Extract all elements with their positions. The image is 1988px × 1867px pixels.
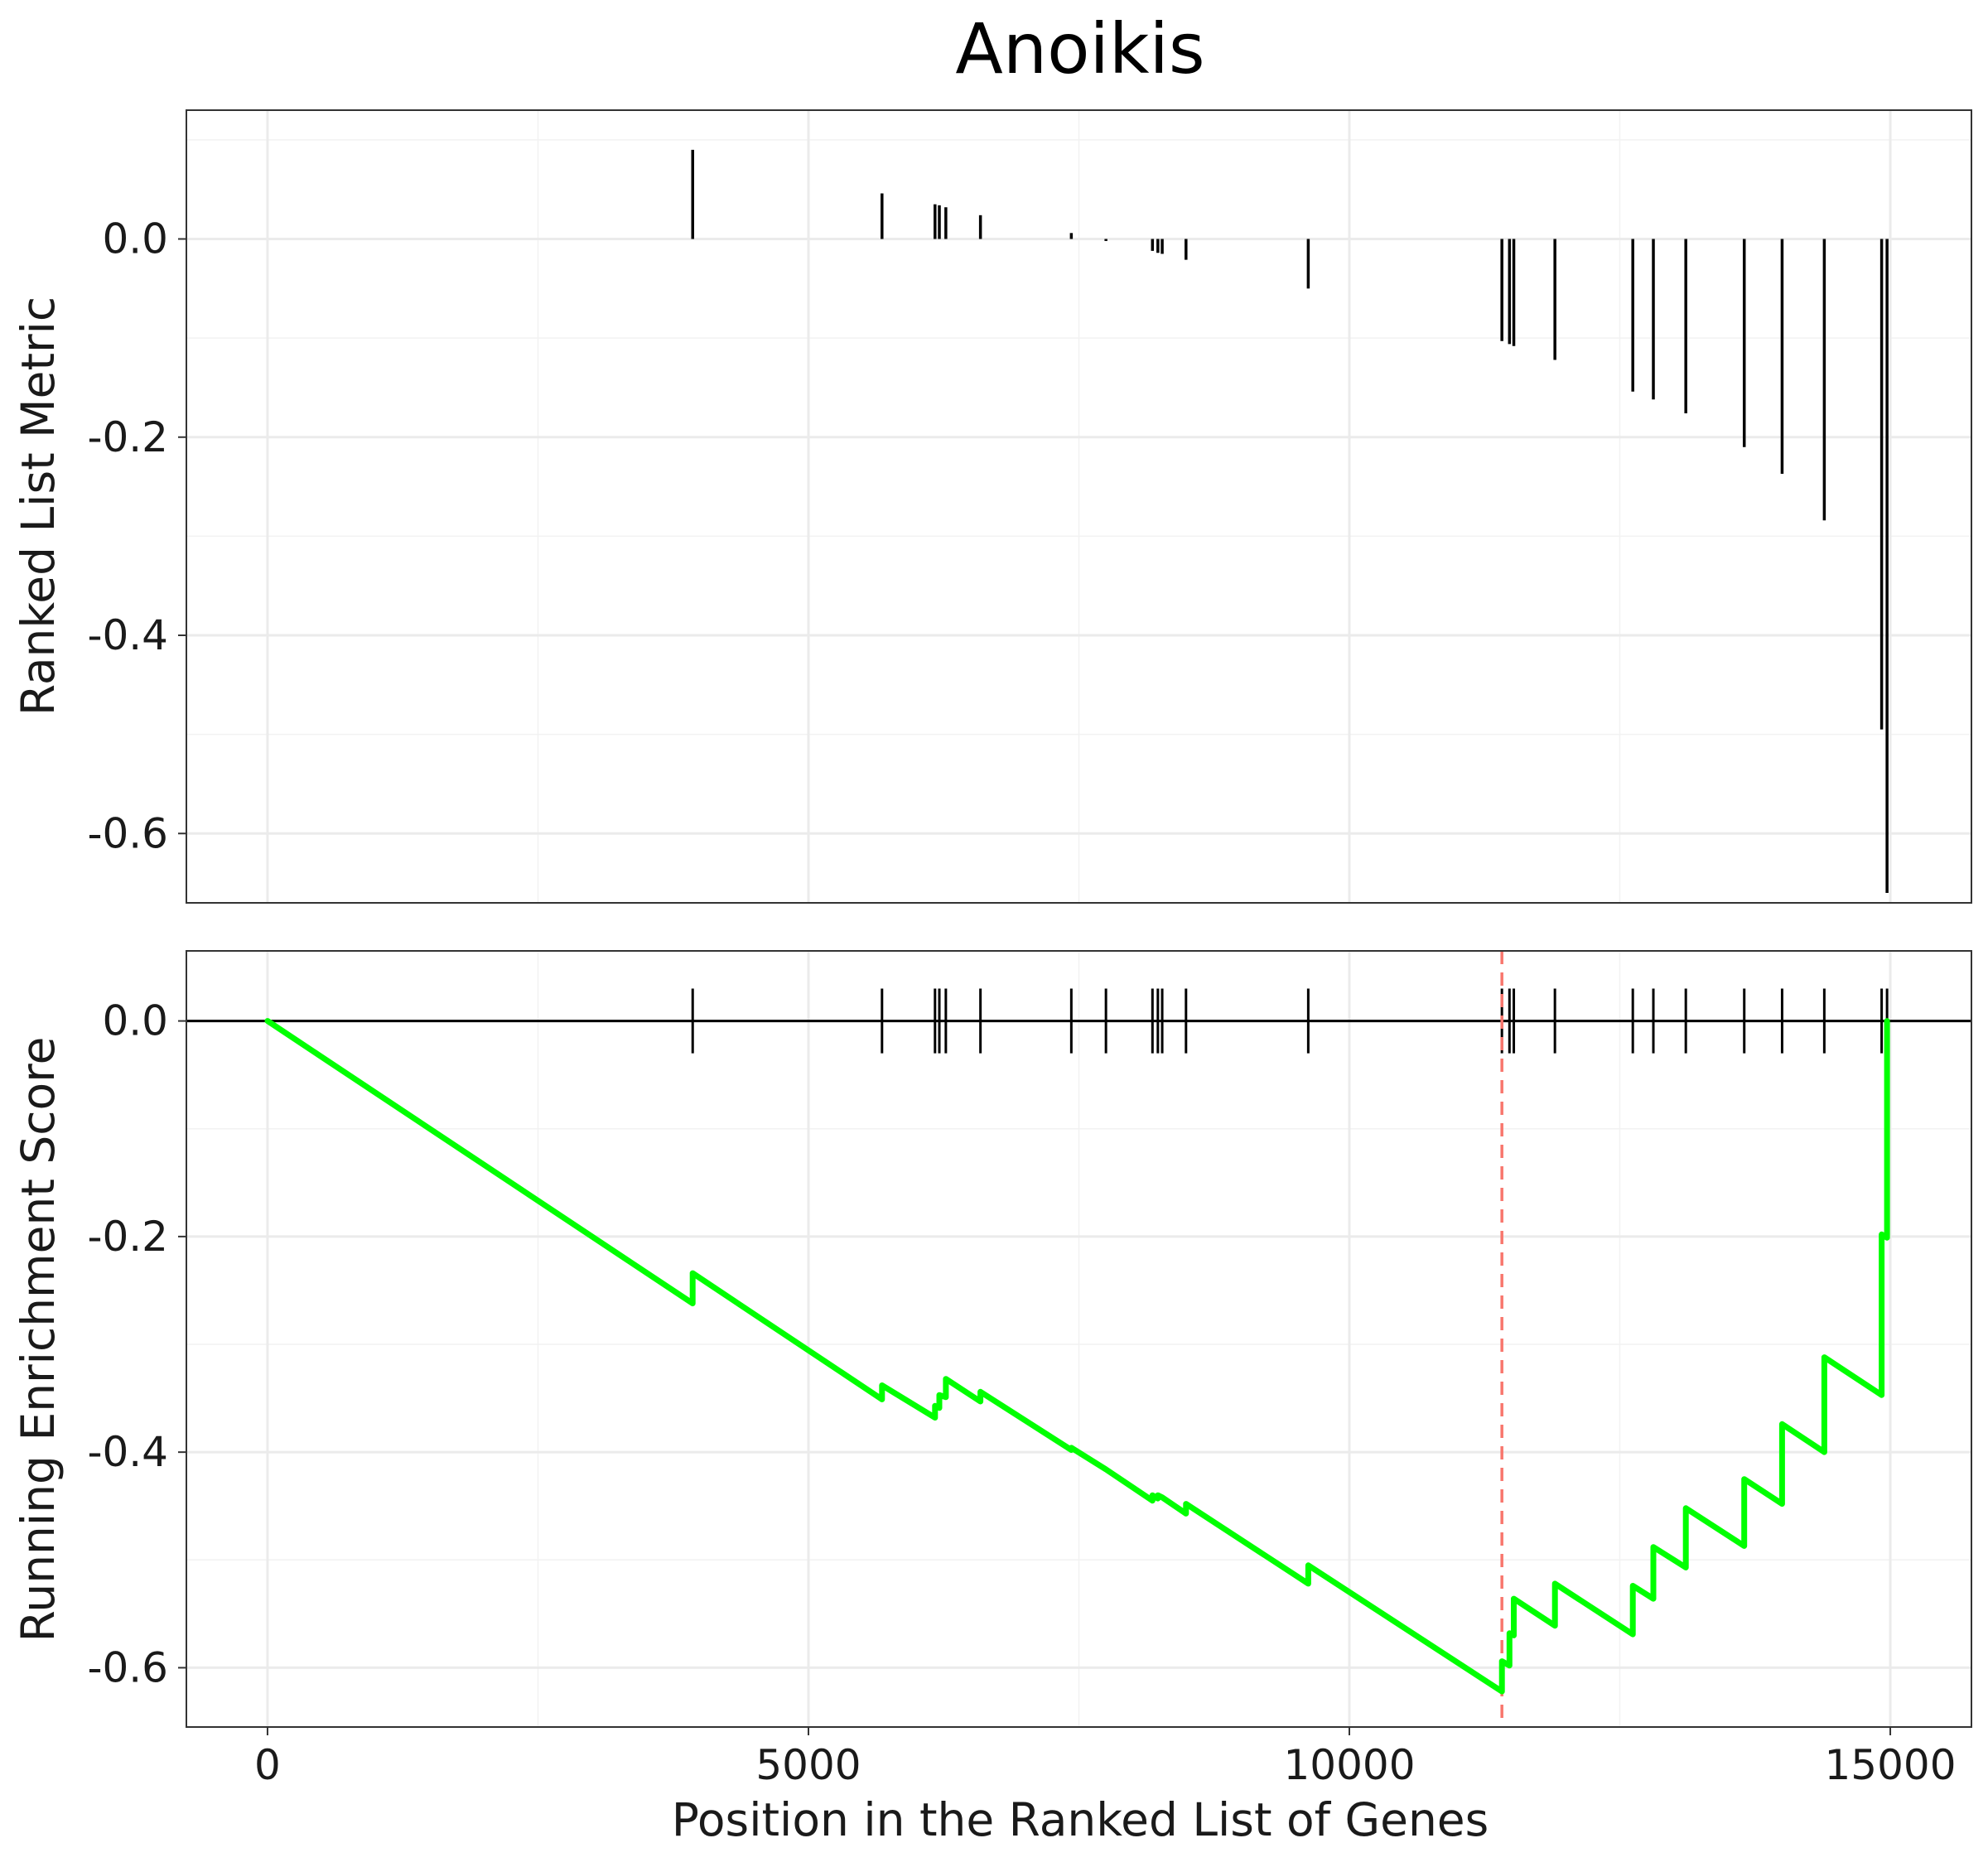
ranked-metric-y-tick-label: 0.0 [102,215,168,263]
running-es-curve [264,1018,1890,1695]
x-tick-label: 10000 [1283,1741,1415,1789]
ranked-metric-panel: 0.0 -0.2 -0.4 -0.6 Ranked List Metric [12,109,1972,904]
chart-title: Anoikis [955,8,1204,89]
running-es-y-tick-label: 0.0 [102,997,168,1045]
x-axis-ticks: 0 5000 10000 15000 [254,1727,1957,1789]
x-tick-label: 5000 [755,1741,861,1789]
running-es-grid [186,951,1971,1727]
ranked-metric-y-tick-label: -0.4 [87,611,168,659]
ranked-metric-y-axis-title: Ranked List Metric [12,297,65,716]
ranked-metric-y-tick-label: -0.6 [87,809,168,857]
running-es-y-tick-label: -0.2 [87,1213,168,1261]
running-es-panel-border [186,950,1972,1728]
x-axis-title: Position in the Ranked List of Genes [672,1793,1489,1846]
running-es-y-tick-label: -0.6 [87,1643,168,1691]
running-es-y-tick-label: -0.4 [87,1428,168,1476]
running-es-panel: 0.0 -0.2 -0.4 -0.6 0 5000 10000 15000 Running … [12,950,1972,1846]
ranked-metric-y-tick-label: -0.2 [87,413,168,461]
x-tick-label: 0 [254,1741,281,1789]
running-es-y-axis-title: Running Enrichment Score [12,1037,65,1643]
running-es-y-ticks: 0.0 -0.2 -0.4 -0.6 [87,997,186,1691]
running-es-gene-hits [691,988,1889,1054]
ranked-metric-grid [186,110,1971,903]
ranked-metric-panel-border [186,109,1972,904]
ranked-metric-y-ticks: 0.0 -0.2 -0.4 -0.6 [87,215,186,857]
running-es-line [264,1018,1890,1695]
ranked-metric-bars [691,149,1889,894]
x-tick-label: 15000 [1825,1741,1957,1789]
